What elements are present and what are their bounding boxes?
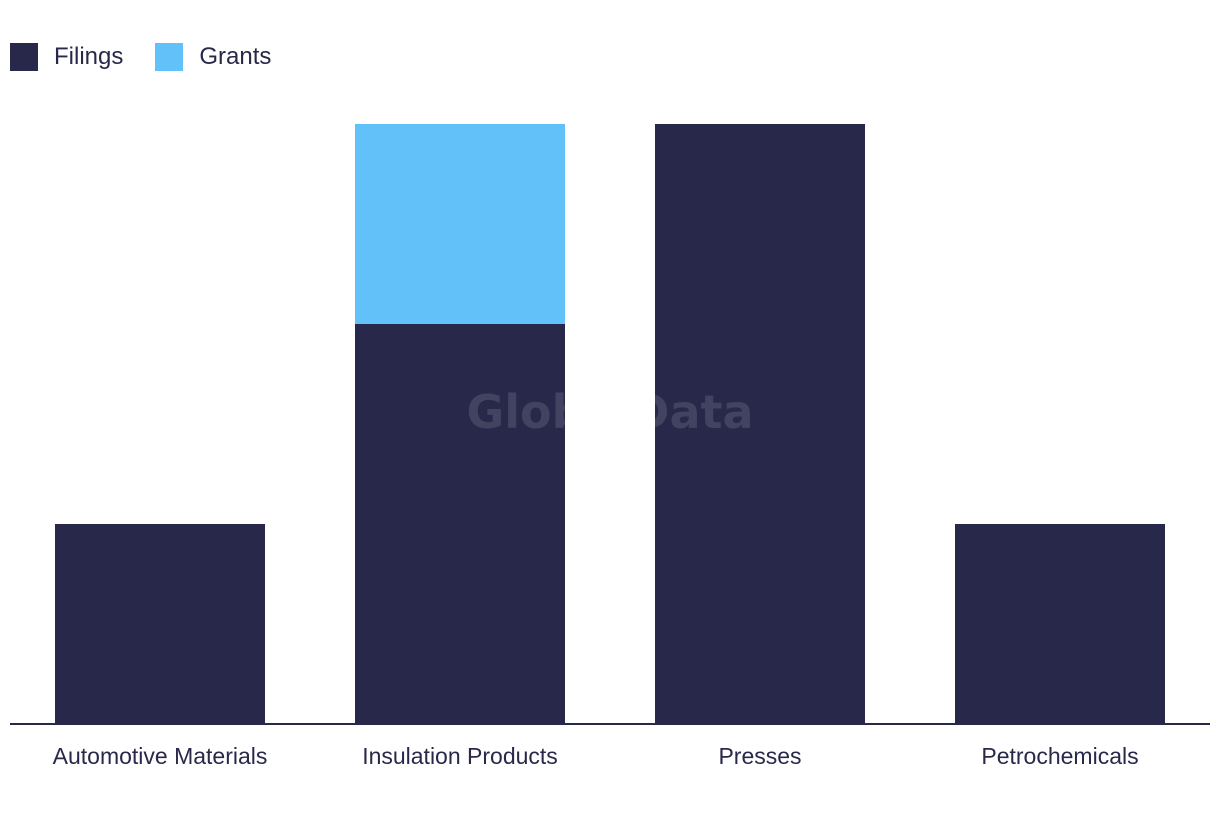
legend-swatch-grants [155,43,184,71]
x-tick-label-petrochemicals: Petrochemicals [981,743,1138,769]
bars-group [55,124,1165,724]
bar-filings-automotive-materials [55,524,265,724]
x-tick-label-insulation-products: Insulation Products [362,743,558,769]
watermark: GlobalData [466,385,753,439]
x-tick-label-presses: Presses [718,743,801,769]
bar-filings-presses [655,124,865,724]
legend-item-filings: Filings [10,42,123,72]
chart-legend: Filings Grants [10,42,271,72]
legend-label-grants: Grants [199,43,272,70]
legend-swatch-filings [10,43,38,71]
legend-label-filings: Filings [54,43,124,70]
legend-item-grants: Grants [155,42,271,72]
x-tick-label-automotive-materials: Automotive Materials [53,743,268,769]
bar-grants-insulation-products [355,124,565,324]
bar-filings-insulation-products [355,324,565,724]
bar-filings-petrochemicals [955,524,1165,724]
category-labels: Automotive Materials Insulation Products P… [53,743,1139,769]
